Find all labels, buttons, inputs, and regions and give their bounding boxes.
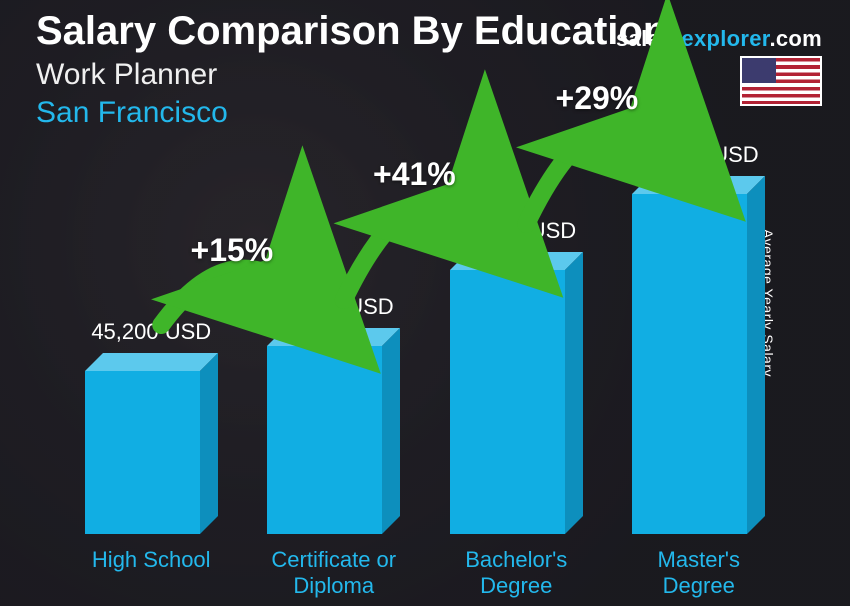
brand-part2: explorer [681, 26, 769, 51]
job-title: Work Planner [36, 58, 830, 92]
brand-logo: salaryexplorer.com [616, 26, 822, 52]
value-label: 45,200 USD [91, 319, 211, 345]
bar-chart: 45,200 USD 51,900 USD 73,000 USD 94,000 … [60, 180, 790, 534]
bar-col: 73,000 USD [441, 218, 591, 534]
increment-pct: +41% [373, 156, 456, 193]
category-label: Bachelor's Degree [441, 547, 591, 598]
bar [267, 328, 400, 534]
category-label: Certificate or Diploma [259, 547, 409, 598]
increment-pct: +15% [191, 232, 274, 269]
flag-icon [740, 56, 822, 106]
bar [632, 176, 765, 534]
bar-col: 51,900 USD [259, 294, 409, 534]
category-labels: High School Certificate or Diploma Bachelo… [60, 547, 790, 598]
increment-pct: +29% [556, 80, 639, 117]
bar [85, 353, 218, 534]
brand-part3: .com [769, 26, 822, 51]
value-label: 51,900 USD [274, 294, 394, 320]
bar-col: 94,000 USD [624, 142, 774, 534]
value-label: 73,000 USD [456, 218, 576, 244]
location: San Francisco [36, 96, 830, 130]
bar-col: 45,200 USD [76, 319, 226, 534]
brand-part1: salary [616, 26, 681, 51]
value-label: 94,000 USD [639, 142, 759, 168]
bar [450, 252, 583, 534]
category-label: Master's Degree [624, 547, 774, 598]
category-label: High School [76, 547, 226, 598]
